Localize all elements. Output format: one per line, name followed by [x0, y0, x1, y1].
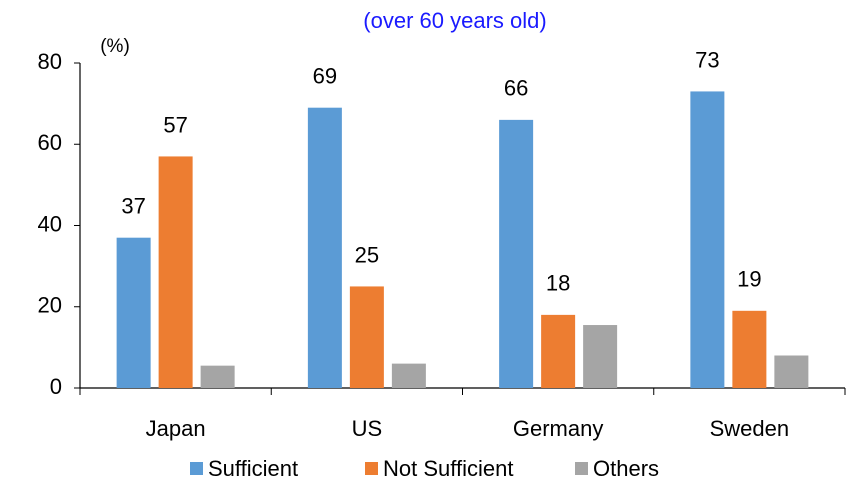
legend-label: Not Sufficient: [383, 456, 513, 481]
y-tick-label: 80: [38, 49, 62, 74]
data-label: 19: [737, 267, 761, 292]
x-tick-label: US: [352, 416, 383, 441]
bar: [583, 325, 618, 388]
x-tick-label: Sweden: [710, 416, 790, 441]
data-label: 66: [504, 76, 528, 101]
legend-label: Others: [593, 456, 659, 481]
data-label: 25: [355, 242, 379, 267]
bar: [116, 237, 151, 388]
bar: [732, 310, 767, 388]
y-axis-label: (%): [100, 36, 130, 57]
data-label: 18: [546, 271, 570, 296]
y-tick-label: 20: [38, 293, 62, 318]
bar: [307, 107, 342, 388]
data-label: 69: [313, 64, 337, 89]
bar: [774, 355, 809, 388]
data-label: 37: [121, 194, 145, 219]
bar: [541, 314, 576, 388]
bar: [158, 156, 193, 388]
y-tick-label: 60: [38, 130, 62, 155]
y-tick-label: 40: [38, 211, 62, 236]
bar: [690, 91, 725, 388]
chart-subtitle: (over 60 years old): [363, 8, 546, 33]
bar: [391, 363, 426, 388]
x-tick-label: Germany: [513, 416, 603, 441]
bar: [349, 286, 384, 388]
bar: [499, 119, 534, 388]
legend-swatch: [575, 462, 588, 475]
legend-label: Sufficient: [208, 456, 298, 481]
x-tick-label: Japan: [146, 416, 206, 441]
y-tick-label: 0: [50, 374, 62, 399]
data-label: 73: [695, 47, 719, 72]
data-label: 57: [163, 112, 187, 137]
legend-swatch: [365, 462, 378, 475]
bar: [200, 365, 235, 388]
legend-swatch: [190, 462, 203, 475]
